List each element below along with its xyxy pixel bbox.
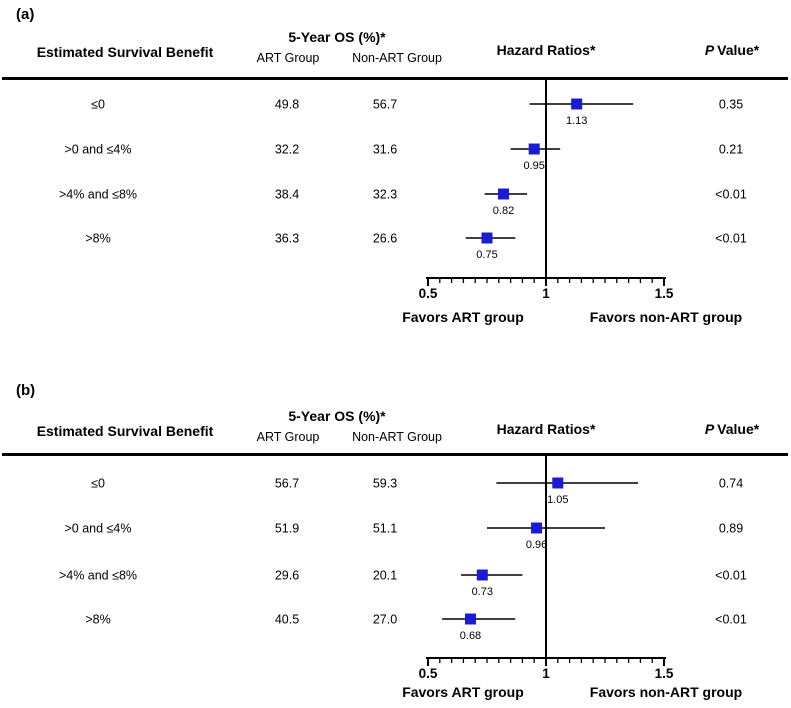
column-header-art-group: ART Group <box>256 51 320 65</box>
column-header-estimated-survival-benefit: Estimated Survival Benefit <box>36 44 214 60</box>
hr-marker <box>528 143 540 155</box>
hr-value-label: 0.68 <box>460 630 481 642</box>
panel-b-label: (b) <box>16 382 36 399</box>
favors-art-label: Favors ART group <box>402 309 524 325</box>
panel-a-label: (a) <box>16 6 35 23</box>
hr-value-label: 0.96 <box>526 539 547 551</box>
hr-marker <box>531 522 543 534</box>
axis-tick-label: 1.5 <box>655 666 674 681</box>
column-header-p-value: P Value* <box>652 421 791 437</box>
art-os-value: 29.6 <box>275 569 299 583</box>
forest-plot-a: 0.5 1 1.5 ≤0 49.8 56.7 0.35 1.13 >0 and ≤4% 32.2 3… <box>59 80 747 301</box>
non-art-os-value: 59.3 <box>373 477 397 491</box>
column-header-hazard-ratios: Hazard Ratios* <box>496 421 596 437</box>
art-os-value: 51.9 <box>275 522 299 536</box>
forest-plot-b: 0.5 1 1.5 ≤0 56.7 59.3 0.74 1.05 >0 and ≤4% 51.9 5… <box>59 456 747 681</box>
art-os-value: 38.4 <box>275 188 299 202</box>
p-value: <0.01 <box>715 569 747 583</box>
hr-marker <box>464 613 476 625</box>
art-os-value: 49.8 <box>275 98 299 112</box>
p-value: 0.21 <box>719 143 743 157</box>
category-label: >4% and ≤8% <box>59 188 137 202</box>
category-label: ≤0 <box>91 477 105 491</box>
p-value-italic-p: P <box>704 421 715 437</box>
hr-value-label: 0.95 <box>523 160 544 172</box>
panel-a: (a) Estimated Survival Benefit 5-Year OS… <box>2 6 791 325</box>
hr-marker <box>476 569 488 581</box>
panel-b: (b) Estimated Survival Benefit 5-Year OS… <box>0 362 791 708</box>
non-art-os-value: 20.1 <box>373 569 397 583</box>
p-value-italic-p: P <box>704 42 715 58</box>
hr-marker <box>552 477 564 489</box>
art-os-value: 32.2 <box>275 143 299 157</box>
column-header-non-art-group: Non-ART Group <box>352 51 442 65</box>
hr-value-label: 0.82 <box>493 205 514 217</box>
column-header-estimated-survival-benefit: Estimated Survival Benefit <box>36 423 214 439</box>
axis-tick-label: 1 <box>542 666 550 681</box>
hr-marker <box>571 98 583 110</box>
category-label: >4% and ≤8% <box>59 569 137 583</box>
non-art-os-value: 56.7 <box>373 98 397 112</box>
p-value: 0.74 <box>719 477 743 491</box>
p-value-rest: Value* <box>717 421 760 437</box>
favors-art-label: Favors ART group <box>402 684 524 700</box>
p-value-rest: Value* <box>717 42 760 58</box>
hr-marker <box>481 232 493 244</box>
hr-value-label: 1.13 <box>566 115 587 127</box>
hr-value-label: 1.05 <box>547 494 568 506</box>
non-art-os-value: 51.1 <box>373 522 397 536</box>
p-value: <0.01 <box>715 188 747 202</box>
non-art-os-value: 31.6 <box>373 143 397 157</box>
art-os-value: 36.3 <box>275 232 299 246</box>
category-label: >0 and ≤4% <box>65 522 132 536</box>
column-header-non-art-group: Non-ART Group <box>352 430 442 444</box>
hr-value-label: 0.75 <box>476 249 497 261</box>
category-label: >8% <box>85 232 110 246</box>
p-value: <0.01 <box>715 613 747 627</box>
p-value: 0.89 <box>719 522 743 536</box>
non-art-os-value: 26.6 <box>373 232 397 246</box>
column-header-5-year-os: 5-Year OS (%)* <box>288 408 386 424</box>
hr-marker <box>498 188 510 200</box>
category-label: ≤0 <box>91 98 105 112</box>
axis-tick-label: 1.5 <box>655 286 674 301</box>
art-os-value: 56.7 <box>275 477 299 491</box>
p-value: 0.35 <box>719 98 743 112</box>
favors-non-art-label: Favors non-ART group <box>589 684 743 700</box>
column-header-hazard-ratios: Hazard Ratios* <box>496 42 596 58</box>
non-art-os-value: 32.3 <box>373 188 397 202</box>
non-art-os-value: 27.0 <box>373 613 397 627</box>
axis-tick-label: 1 <box>542 286 550 301</box>
category-label: >0 and ≤4% <box>65 143 132 157</box>
header-divider-rule <box>2 453 788 456</box>
hr-value-label: 0.73 <box>472 586 493 598</box>
column-header-5-year-os: 5-Year OS (%)* <box>288 29 386 45</box>
header-divider-rule <box>2 77 788 80</box>
category-label: >8% <box>85 613 110 627</box>
axis-tick-label: 0.5 <box>419 666 438 681</box>
p-value: <0.01 <box>715 232 747 246</box>
art-os-value: 40.5 <box>275 613 299 627</box>
axis-tick-label: 0.5 <box>419 286 438 301</box>
favors-non-art-label: Favors non-ART group <box>589 309 743 325</box>
column-header-art-group: ART Group <box>256 430 320 444</box>
column-header-p-value: P Value* <box>652 42 791 58</box>
